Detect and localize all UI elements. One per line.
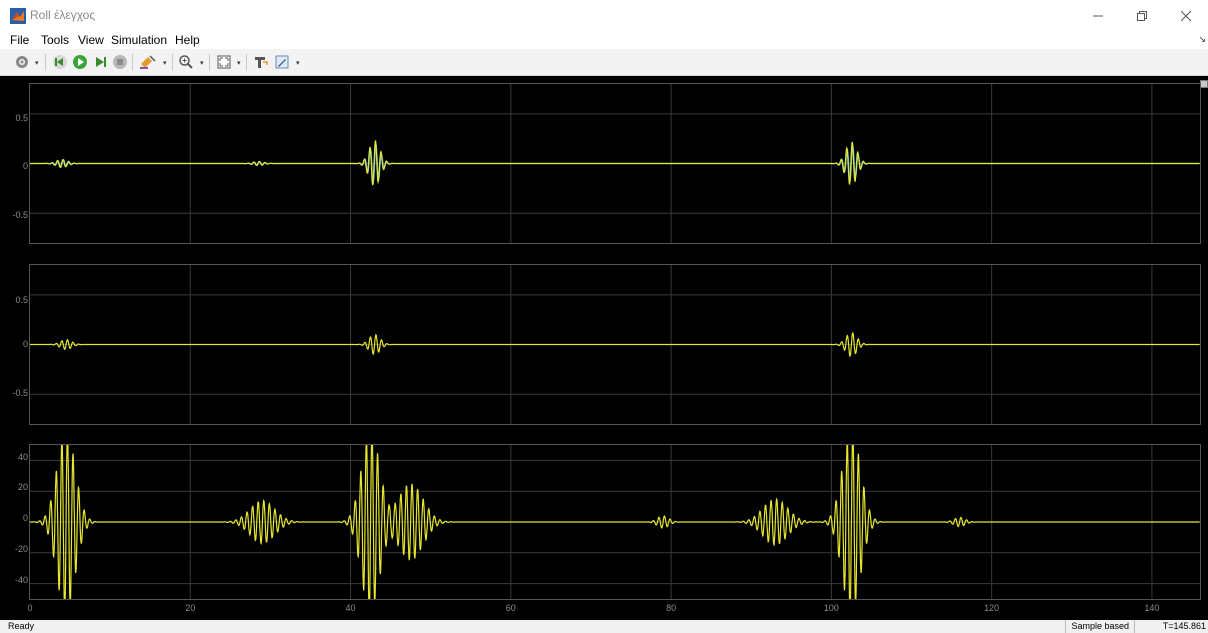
chevron-down-icon[interactable]: ▾ [35,60,39,67]
zoom-in-icon[interactable] [176,52,196,72]
toolbar-separator [246,54,247,71]
toolbar-separator [132,54,133,71]
chevron-down-icon[interactable]: ▾ [237,60,241,67]
status-bar: Ready Sample based T=145.861 [0,620,1208,633]
matlab-icon [10,8,26,24]
x-tick-label: 40 [345,603,356,613]
chevron-down-icon[interactable]: ▾ [296,60,300,67]
menu-view[interactable]: View [78,33,104,47]
y-tick-label: -40 [14,575,28,585]
toolbar: ▾ ▾ ▾ ▾ ▾ [0,49,1208,76]
y-tick-label: 0 [22,513,28,523]
signal-tool-icon[interactable] [251,52,271,72]
y-tick-label: -0.5 [12,388,28,398]
chevron-down-icon[interactable]: ▾ [163,60,167,67]
y-tick-label: 0.5 [15,113,28,123]
close-button[interactable] [1164,4,1208,28]
y-tick-label: 40 [17,452,28,462]
highlight-icon[interactable] [137,52,159,72]
restore-button[interactable] [1120,4,1164,28]
minimize-button[interactable] [1076,4,1120,28]
expand-icon[interactable] [1200,80,1208,88]
toolbar-separator [209,54,210,71]
menu-help[interactable]: Help [175,33,200,47]
settings-gear-icon[interactable] [12,52,32,72]
y-tick-label: 0 [22,161,28,171]
scope-display: 0.5 0 -0.5 0.5 0 -0.5 40 20 0 -20 -40 0 2… [0,76,1208,620]
x-tick-label: 60 [505,603,516,613]
window-title: Roll έλεγχος [30,8,96,22]
x-tick-label: 80 [666,603,677,613]
plot-panel-1[interactable] [29,83,1201,244]
plot-panel-2[interactable] [29,264,1201,425]
collapse-arrow-icon[interactable]: ↘ [1198,34,1206,44]
status-ready: Ready [8,621,35,631]
x-tick-label: 120 [984,603,1000,613]
y-tick-label: -0.5 [12,210,28,220]
toolbar-separator [45,54,46,71]
sample-mode-label: Sample based [1065,620,1135,633]
chevron-down-icon[interactable]: ▾ [200,60,204,67]
fit-axes-icon[interactable] [214,52,234,72]
style-icon[interactable] [272,52,292,72]
plot-panel-3[interactable] [29,444,1201,600]
simulation-time: T=145.861 [1162,621,1206,631]
step-back-icon[interactable] [50,52,70,72]
y-tick-label: 0 [22,339,28,349]
signal-trace [30,139,1200,186]
y-tick-label: -20 [14,544,28,554]
x-tick-label: 20 [185,603,196,613]
signal-trace [30,331,1200,358]
x-tick-label: 0 [27,603,33,613]
y-tick-label: 20 [17,482,28,492]
y-tick-label: 0.5 [15,295,28,305]
menu-bar: File Tools View Simulation Help ↘ [0,32,1208,49]
menu-file[interactable]: File [10,33,30,47]
run-icon[interactable] [70,52,90,72]
stop-icon[interactable] [110,52,130,72]
x-tick-label: 100 [823,603,839,613]
step-forward-icon[interactable] [90,52,110,72]
title-bar: Roll έλεγχος [0,0,1208,32]
toolbar-separator [172,54,173,71]
menu-tools[interactable]: Tools [41,33,70,47]
menu-simulation[interactable]: Simulation [111,33,168,47]
signal-trace [30,445,1200,599]
x-tick-label: 140 [1144,603,1160,613]
